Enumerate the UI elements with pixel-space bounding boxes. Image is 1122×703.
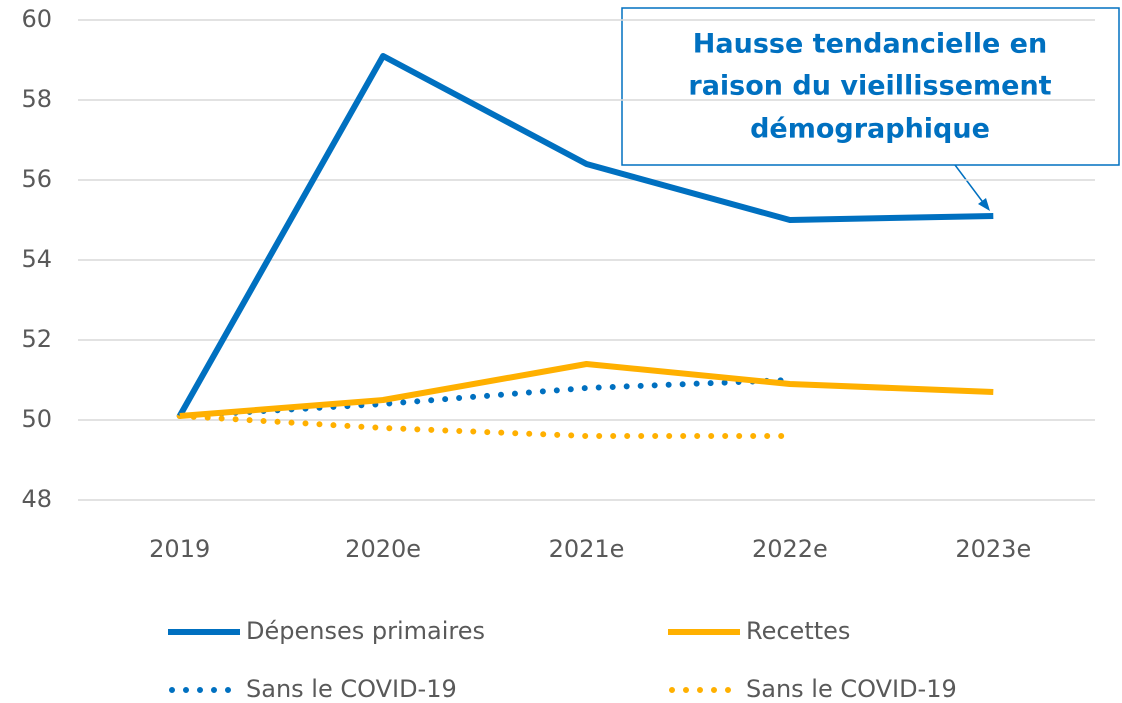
series-line <box>177 53 994 418</box>
series-line <box>176 413 793 439</box>
x-tick-label: 2021e <box>549 535 625 563</box>
legend-label: Recettes <box>746 617 850 645</box>
annotation-line: raison du vieillissement <box>688 71 1051 102</box>
annotation-arrow <box>954 164 986 206</box>
legend-label: Dépenses primaires <box>246 617 485 645</box>
annotation-box <box>621 7 1120 166</box>
y-tick-label: 58 <box>21 85 52 113</box>
x-tick-label: 2020e <box>345 535 421 563</box>
annotation-line: Hausse tendancielle en <box>693 29 1047 60</box>
x-tick-label: 2019 <box>149 535 210 563</box>
x-tick-label: 2022e <box>752 535 828 563</box>
x-tick-label: 2023e <box>955 535 1031 563</box>
y-tick-label: 56 <box>21 165 52 193</box>
annotation-line: démographique <box>750 114 990 145</box>
legend-label: Sans le COVID-19 <box>746 675 957 703</box>
y-tick-label: 50 <box>21 405 52 433</box>
series-line <box>179 361 994 419</box>
series-line <box>176 377 793 419</box>
y-tick-label: 60 <box>21 5 52 33</box>
y-tick-label: 52 <box>21 325 52 353</box>
y-tick-label: 48 <box>21 485 52 513</box>
annotation-arrowhead <box>978 198 990 211</box>
y-tick-label: 54 <box>21 245 52 273</box>
legend-label: Sans le COVID-19 <box>246 675 457 703</box>
